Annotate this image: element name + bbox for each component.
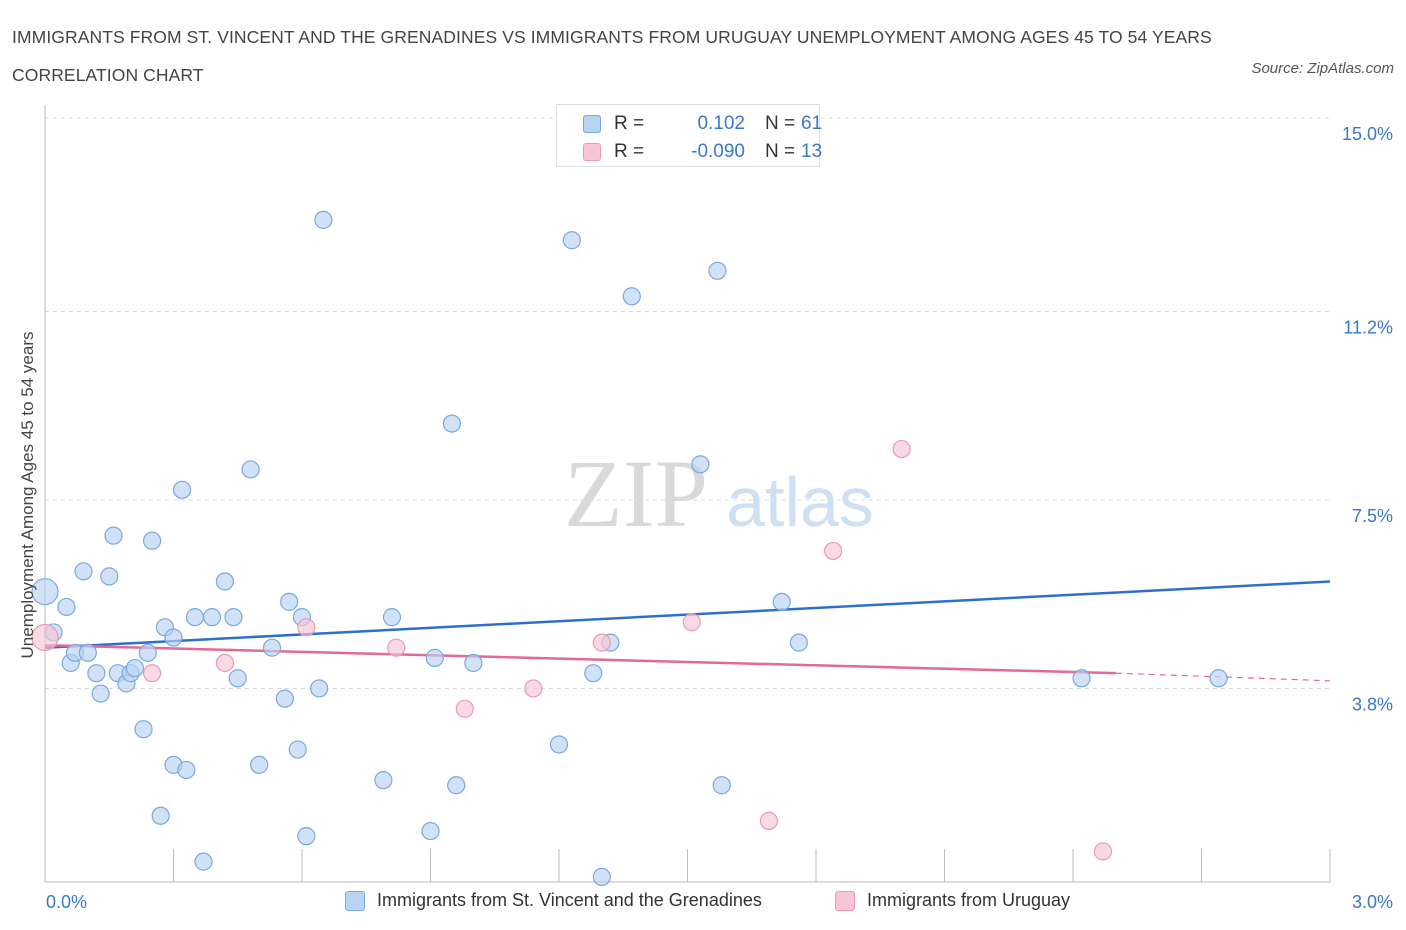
trend-lines — [44, 580, 1331, 682]
legend-n-label: N = — [765, 113, 796, 134]
series2-point — [592, 633, 611, 652]
watermark: ZIP atlas — [564, 440, 874, 547]
series1-point — [262, 638, 282, 657]
series1-point — [374, 771, 393, 790]
y-tick-label: 11.2% — [1343, 318, 1393, 338]
series1-point — [202, 608, 222, 627]
series1-point — [442, 414, 462, 433]
series2-trend-line — [44, 643, 1116, 675]
series1-point — [172, 480, 192, 499]
series1-point — [622, 287, 641, 306]
series1-point — [691, 455, 710, 474]
series1-point — [464, 653, 483, 673]
series1-point — [280, 592, 299, 611]
legend-r-value-series2: -0.090 — [691, 141, 745, 162]
series1-point — [1209, 669, 1228, 688]
legend-swatch-series1 — [345, 891, 365, 911]
tick-labels: 3.8% 7.5% 11.2% 15.0% 0.0% 3.0% — [46, 124, 1393, 912]
x-tick-label: 0.0% — [46, 892, 87, 912]
series1-point — [185, 608, 205, 627]
legend-label-series2: Immigrants from Uruguay — [867, 890, 1071, 910]
y-tick-label: 3.8% — [1352, 694, 1393, 714]
series1-point — [549, 735, 569, 754]
series1-point — [125, 658, 145, 678]
series1-point — [250, 755, 269, 774]
data-points — [31, 210, 1228, 887]
series1-point — [425, 648, 444, 667]
series2-point — [824, 541, 843, 561]
series1-point — [74, 562, 93, 581]
series2-trend-extension — [1115, 672, 1331, 682]
series2-point — [142, 664, 162, 683]
series1-point — [87, 664, 106, 683]
series1-point — [712, 776, 731, 795]
series1-point — [1072, 669, 1091, 688]
series1-point — [314, 210, 333, 229]
series1-point — [708, 261, 727, 280]
legend-n-value-series2: 13 — [801, 141, 823, 162]
series1-point — [562, 231, 581, 250]
series1-point — [104, 526, 123, 545]
series1-point — [57, 597, 76, 617]
series2-point — [455, 699, 474, 718]
series2-point — [759, 811, 778, 830]
series1-point — [592, 867, 611, 887]
legend-n-value-series1: 61 — [801, 113, 823, 134]
series1-point — [382, 608, 402, 627]
series1-point — [447, 776, 466, 795]
legend-n-label: N = — [765, 141, 796, 162]
source-note: Source: ZipAtlas.com — [1251, 60, 1394, 77]
series1-point — [138, 643, 157, 662]
series1-point — [224, 608, 243, 627]
series1-point — [151, 806, 170, 825]
correlation-legend: R = 0.102 N = 61 R = -0.090 N = 13 — [556, 104, 823, 167]
series1-point — [194, 852, 213, 871]
gridlines — [45, 117, 1330, 689]
series1-point — [310, 679, 329, 698]
chart-title: IMMIGRANTS FROM ST. VINCENT AND THE GREN… — [12, 27, 1212, 85]
series1-point — [164, 628, 183, 647]
series1-point — [772, 592, 791, 611]
legend-r-label: R = — [614, 141, 645, 162]
series2-point — [892, 439, 911, 459]
legend-r-value-series1: 0.102 — [697, 113, 745, 134]
series1-point — [297, 827, 316, 846]
series1-point — [177, 760, 196, 780]
y-axis-label: Unemployment Among Ages 45 to 54 years — [18, 331, 37, 659]
series2-point — [682, 613, 701, 632]
series1-point — [584, 664, 603, 683]
legend-swatch-series2 — [835, 891, 855, 911]
series1-point — [78, 643, 97, 662]
series1-point — [241, 460, 260, 479]
series1-point — [215, 572, 234, 591]
series2-point — [215, 653, 234, 673]
series2-point — [1093, 842, 1113, 861]
series2-point — [297, 618, 316, 637]
series1-point — [275, 689, 294, 708]
series1-point — [134, 720, 153, 739]
series1-point — [288, 740, 307, 759]
legend-r-label: R = — [614, 113, 645, 134]
x-tick-label: 3.0% — [1352, 892, 1393, 912]
legend-swatch-series2 — [583, 143, 601, 161]
series1-point — [228, 669, 247, 688]
y-tick-label: 7.5% — [1352, 506, 1393, 526]
series1-point — [31, 578, 59, 606]
legend-swatch-series1 — [583, 115, 601, 133]
watermark-atlas: atlas — [726, 463, 874, 541]
series2-point — [524, 679, 543, 698]
series1-point — [789, 633, 808, 652]
series1-point — [142, 531, 162, 550]
legend-label-series1: Immigrants from St. Vincent and the Gren… — [377, 890, 762, 910]
series2-point — [387, 638, 406, 657]
series1-point — [91, 684, 110, 703]
y-tick-label: 15.0% — [1342, 124, 1393, 144]
series1-point — [100, 567, 119, 586]
axes — [44, 105, 1331, 883]
series1-point — [421, 821, 440, 841]
watermark-zip: ZIP — [564, 440, 708, 547]
series2-point — [31, 623, 59, 652]
